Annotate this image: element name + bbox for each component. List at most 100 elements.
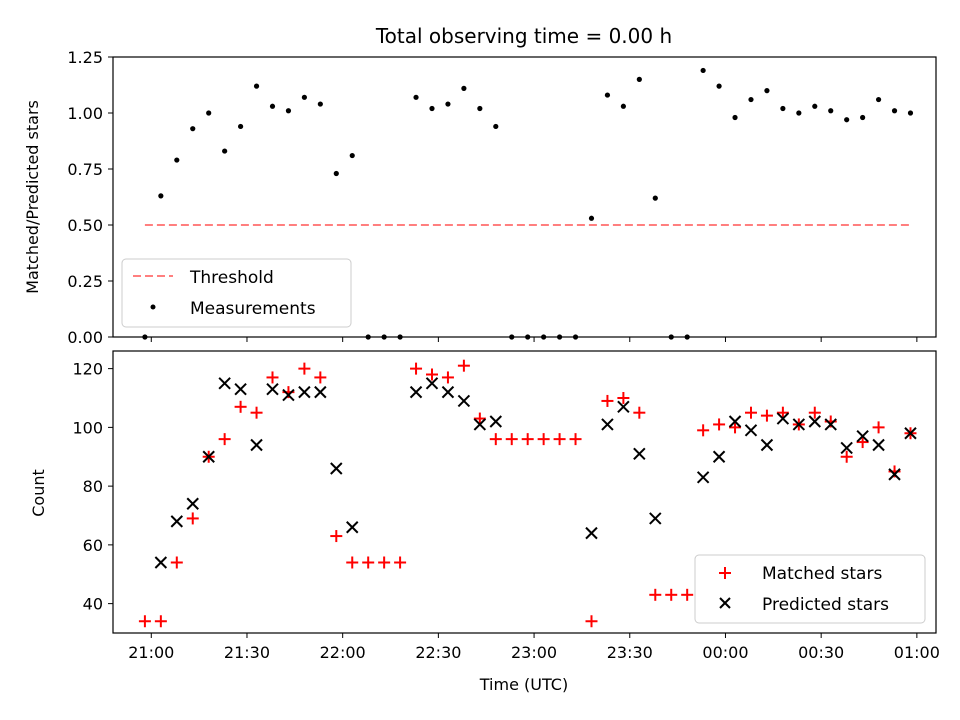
measurement-point (907, 110, 914, 116)
measurement-point (317, 101, 323, 107)
predicted-star-point (250, 438, 263, 452)
ratio-axes-frame (112, 56, 937, 338)
measurement-point (269, 103, 276, 109)
predicted-star-point (856, 429, 869, 443)
matched-star-point (186, 512, 199, 525)
predicted-star-point (601, 418, 614, 431)
measurement-point (206, 110, 212, 116)
chart-title: Total observing time = 0.00 h (375, 24, 672, 48)
measurement-point (891, 108, 898, 114)
predicted-star-point (346, 521, 359, 534)
count-y-tick-label: 80 (83, 477, 103, 496)
count-y-tick-label: 100 (72, 418, 103, 437)
matched-star-point (537, 433, 550, 446)
count-plot-area (138, 359, 917, 628)
matched-star-point (330, 530, 343, 543)
legend-measurements-label: Measurements (190, 299, 316, 319)
ratio-y-tick-label: 1.25 (67, 48, 103, 67)
count-legend: Matched stars Predicted stars (694, 554, 926, 624)
measurement-point (588, 215, 595, 221)
predicted-star-point (234, 382, 247, 396)
matched-star-point (760, 409, 773, 422)
matched-star-point (378, 556, 391, 569)
predicted-star-point (808, 415, 821, 428)
legend-matched-label: Matched stars (762, 564, 882, 584)
count-legend-box (694, 554, 926, 624)
matched-star-point (872, 421, 885, 434)
matched-star-point (601, 394, 614, 407)
ratio-y-tick-label: 0.50 (67, 216, 103, 235)
ratio-y-axis-label: Matched/Predicted stars (23, 100, 42, 294)
measurement-point (445, 101, 451, 107)
measurement-point (301, 94, 307, 100)
measurement-point (333, 170, 339, 177)
predicted-star-point (202, 450, 215, 463)
ratio-legend: Threshold Measurements (121, 258, 352, 328)
x-tick-label: 21:30 (224, 643, 270, 662)
predicted-star-point (282, 388, 295, 402)
measurement-point (237, 123, 244, 130)
measurement-point (222, 148, 228, 154)
matched-star-point (713, 418, 726, 431)
matched-star-point (473, 412, 486, 425)
measurement-point (860, 114, 866, 121)
measurement-point (604, 92, 611, 98)
predicted-star-point (330, 462, 343, 475)
predicted-star-point (904, 427, 917, 440)
predicted-star-point (585, 526, 598, 540)
predicted-star-point (218, 377, 231, 390)
matched-star-point (425, 368, 438, 381)
matched-star-point (441, 371, 454, 384)
count-axes-frame (112, 350, 937, 634)
measurement-point (764, 88, 770, 94)
predicted-star-point (824, 418, 837, 431)
predicted-star-point (170, 515, 184, 528)
measurement-point (716, 83, 722, 89)
matched-star-point (362, 556, 375, 569)
matched-star-point (840, 450, 853, 463)
matched-star-point (489, 433, 502, 446)
matched-star-point (218, 433, 231, 446)
matched-star-point (234, 400, 247, 413)
matched-star-point (266, 371, 279, 384)
matched-star-point (553, 433, 566, 446)
predicted-star-point (154, 556, 168, 569)
count-y-tick-label: 60 (83, 536, 103, 555)
measurement-point (349, 152, 355, 159)
x-tick-label: 22:30 (415, 643, 461, 662)
matched-star-point (569, 433, 582, 446)
measurement-point (413, 94, 419, 100)
matched-star-point (681, 588, 694, 601)
ratio-panel: Total observing time = 0.00 h 0.000.250.… (23, 24, 937, 347)
measurement-point (828, 108, 834, 114)
measurement-point (253, 83, 260, 89)
predicted-star-point (744, 424, 758, 437)
measurement-point (620, 103, 626, 109)
predicted-star-point (617, 400, 630, 414)
measurement-point (796, 110, 802, 116)
measurement-point (493, 123, 499, 130)
matched-star-point (298, 362, 311, 375)
measurement-point (780, 105, 786, 112)
matched-star-point (346, 556, 359, 569)
matched-star-point (314, 371, 327, 384)
x-tick-label: 23:00 (511, 643, 557, 662)
predicted-star-point (441, 385, 455, 399)
legend-matched-swatch (719, 567, 731, 579)
predicted-star-point (425, 377, 439, 390)
matched-star-point (617, 392, 630, 404)
legend-threshold-label: Threshold (189, 268, 274, 288)
count-panel: 40 60 80 100 120 21:00 21:30 22:00 22:30 23:00 23:… (29, 350, 940, 694)
count-y-tick-label: 40 (83, 595, 103, 614)
predicted-star-point (696, 471, 710, 484)
ratio-plot-area (142, 67, 914, 340)
x-tick-label: 01:00 (894, 643, 940, 662)
measurement-point (875, 96, 882, 103)
ratio-axis-ticks: 0.00 0.25 0.50 0.75 1.00 1.25 (67, 48, 918, 347)
matched-star-point (138, 615, 151, 628)
ratio-y-tick-label: 1.00 (67, 104, 103, 123)
measurement-point (748, 96, 754, 103)
matched-star-point (585, 615, 598, 628)
predicted-star-point (489, 415, 502, 428)
matched-star-point (410, 362, 423, 375)
